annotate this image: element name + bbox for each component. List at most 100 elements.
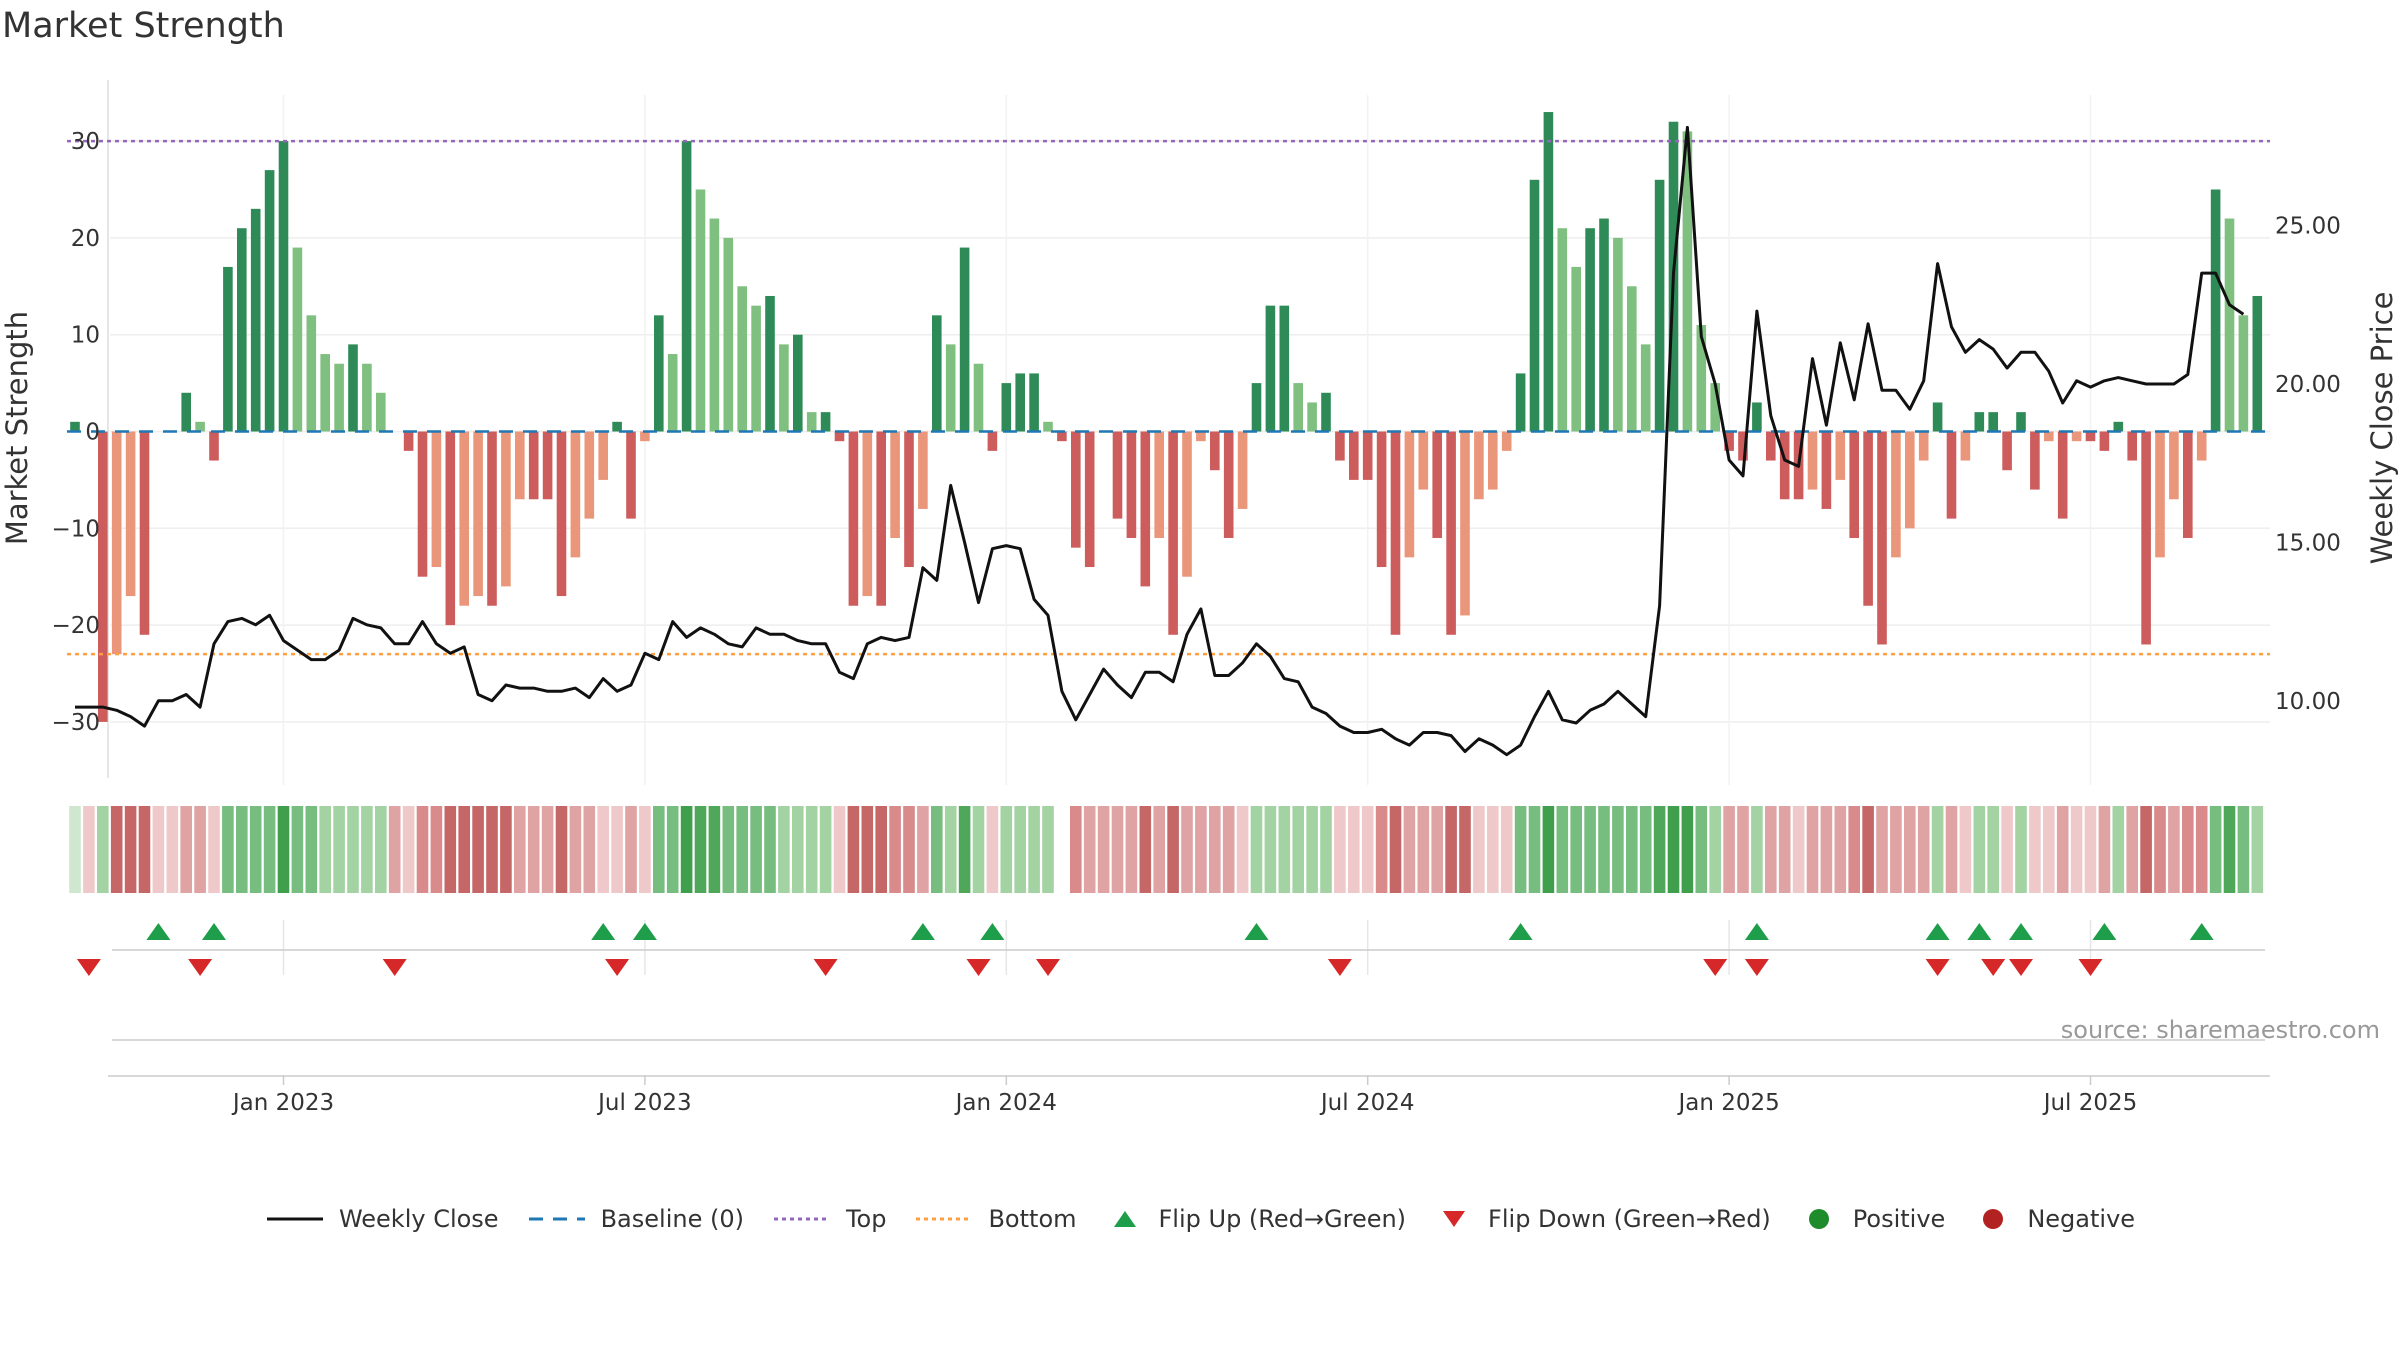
strip-cell [1681,806,1694,893]
strip-cell [444,806,457,893]
strip-cell [375,806,387,893]
strength-bar [1404,431,1415,558]
strength-bar [1974,412,1985,432]
strip-cell [2001,806,2013,893]
strength-bar [765,295,775,432]
strength-bar [959,247,970,432]
strip-cell [1695,806,1708,893]
flip-down-marker [188,959,213,976]
strip-cell [569,806,582,893]
strength-bar [2113,421,2124,432]
strength-bar [1877,431,1887,645]
strength-bar [376,392,386,432]
strip-cell [847,806,860,893]
strip-cell [2251,806,2264,893]
strip-cell [305,806,318,893]
strength-bar [667,354,678,432]
strip-cell [430,806,443,893]
legend-label: Negative [2027,1205,2136,1233]
y-tick-label: −30 [51,710,100,736]
strip-cell [2029,806,2041,893]
y2-tick-label: 15.00 [2275,530,2341,556]
strength-heat-strip [69,806,2264,893]
strip-cell [1862,806,1874,893]
flip-up-marker [1744,923,1769,940]
strength-bar [862,431,873,597]
flip-down-marker [1744,959,1769,976]
strength-bar [834,431,845,442]
strip-cell [1890,806,1902,893]
strip-cell [1723,806,1735,893]
strength-bar [125,431,136,597]
strip-cell [1765,806,1777,893]
strength-bar [1640,344,1651,432]
strip-cell [541,806,554,893]
strength-bar [1390,431,1401,635]
flip-up-marker [632,923,657,940]
strip-cell [236,806,248,893]
strength-bar [612,421,622,432]
strength-bar [751,305,761,432]
strength-bar [487,431,497,606]
strength-bar [501,431,511,587]
strength-bar [1196,431,1206,442]
strip-cell [2043,806,2055,893]
strength-bar [98,431,108,722]
strip-cell [1667,806,1680,893]
strength-bar [1126,431,1137,538]
strength-bar [1918,431,1929,461]
strip-cell [458,806,470,893]
strength-bar [1432,431,1442,538]
strength-bar [1849,431,1859,538]
x-tick-label: Jan 2024 [954,1090,1057,1116]
strip-cell [1473,806,1485,893]
flip-down-marker [2009,959,2033,976]
strength-bar [1015,373,1025,432]
strip-cell [333,806,345,893]
flip-up-marker [980,923,1005,940]
strip-cell [1403,806,1416,893]
strength-bar [1168,431,1178,635]
strength-bar [1585,228,1595,432]
strength-bar [1293,383,1303,432]
strip-cell [263,806,276,893]
strip-cell [388,806,401,893]
strip-cell [249,806,262,893]
strip-cell [1209,806,1221,893]
strength-bar [1738,431,1748,461]
flip-up-marker [591,923,616,940]
strip-cell [819,806,832,893]
flip-down-marker [605,959,630,976]
legend-baseline: Baseline (0) [527,1205,744,1233]
strip-cell [152,806,165,893]
strength-bar [139,431,150,635]
strip-cell [1348,806,1360,893]
strip-cell [1195,806,1207,893]
strip-cell [694,806,707,893]
strength-bar [70,421,80,432]
strip-cell [1139,806,1152,893]
strength-bar [626,431,636,519]
strength-bar [1335,431,1345,461]
strength-bar [695,189,706,432]
strip-cell [2015,806,2027,893]
strength-bar [1210,431,1220,471]
flip-up-marker [202,923,226,940]
market-strength-chart: 30 20 10 0 −10 −20 −30 25.00 20.00 15.00 10.00 Ja… [0,80,2399,1116]
strength-bar [2196,431,2207,461]
strip-cell [2140,806,2152,893]
strip-cell [1612,806,1624,893]
strength-bar [473,431,483,597]
legend: Weekly Close Baseline (0) Top Bottom Fli… [0,1205,2400,1233]
strip-cell [1320,806,1332,893]
strength-bar [348,344,358,432]
strength-bar [403,431,414,451]
legend-label: Bottom [988,1205,1077,1233]
strength-bar [1084,431,1095,568]
strength-bar [459,431,469,606]
strip-cell [124,806,137,893]
legend-label: Baseline (0) [600,1205,744,1233]
strength-bar [2071,431,2082,442]
strength-bar [1863,431,1873,606]
strip-cell [611,806,623,893]
